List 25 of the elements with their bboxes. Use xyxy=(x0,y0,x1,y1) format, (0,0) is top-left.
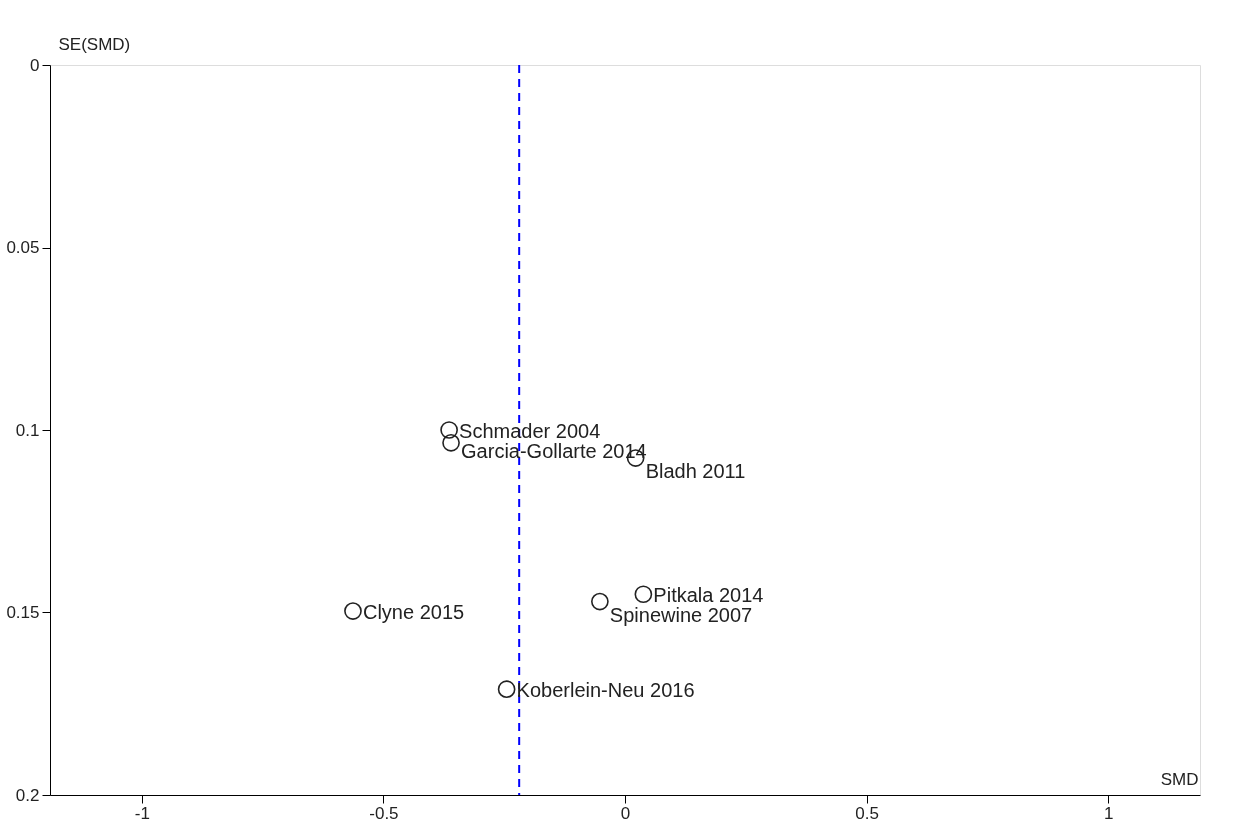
x-tick-label: 0 xyxy=(620,803,631,823)
data-label: Spinewine 2007 xyxy=(609,604,753,627)
x-tick-label: -0.5 xyxy=(369,803,399,823)
y-tick-label: 0.1 xyxy=(15,420,40,440)
x-axis-title: SMD xyxy=(1160,769,1199,789)
data-label: Garcia-Gollarte 2014 xyxy=(461,440,647,462)
y-tick-label: 0 xyxy=(30,55,40,75)
point xyxy=(634,585,653,604)
x-tick-label: -1 xyxy=(134,803,150,823)
x-tick-label: 0.5 xyxy=(855,803,879,823)
y-axis-title: SE(SMD) xyxy=(58,34,131,54)
x-tick-label: 1 xyxy=(1103,803,1114,823)
data-label: Koberlein-Neu 2016 xyxy=(516,679,695,702)
point xyxy=(497,680,516,698)
data-label: Pitkala 2014 xyxy=(653,584,764,607)
point xyxy=(591,592,609,611)
data-label: Schmader 2004 xyxy=(459,420,601,442)
data-label: Bladh 2011 xyxy=(645,460,746,482)
y-tick-label: 0.2 xyxy=(15,785,40,805)
point xyxy=(344,602,362,620)
point xyxy=(440,421,458,439)
point xyxy=(442,433,460,452)
data-label: Clyne 2015 xyxy=(362,601,465,624)
y-tick-label: 0.15 xyxy=(6,603,40,622)
y-tick-label: 0.05 xyxy=(6,238,40,257)
